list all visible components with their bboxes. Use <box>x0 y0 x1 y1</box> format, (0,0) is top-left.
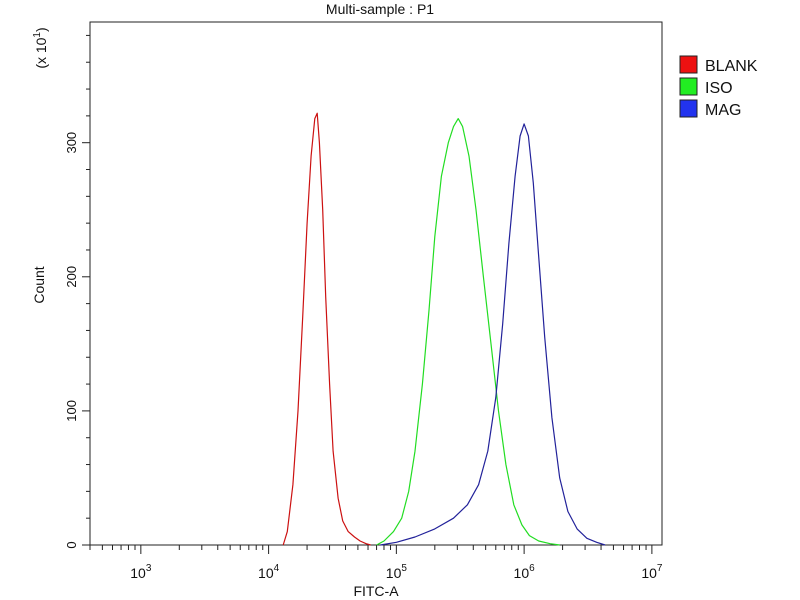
series-line-mag <box>380 123 606 546</box>
x-axis: 103 104 105 106 107 <box>89 545 663 581</box>
y-axis: 0 100 200 300 <box>64 34 90 549</box>
svg-text:(x 101): (x 101) <box>32 27 49 68</box>
legend-swatch-blank <box>679 55 698 74</box>
y-tick-label: 300 <box>64 132 79 154</box>
series-line-iso <box>376 118 560 546</box>
y-tick-label: 200 <box>64 266 79 288</box>
legend: BLANK ISO MAG <box>679 55 758 119</box>
chart-title: Multi-sample : P1 <box>326 1 434 17</box>
legend-swatch-mag <box>679 99 698 118</box>
y-multiplier-exponent: 1 <box>32 32 43 38</box>
x-tick-label: 105 <box>386 563 408 581</box>
legend-swatch-iso <box>679 77 698 96</box>
x-tick-label: 104 <box>258 563 280 581</box>
legend-label-blank: BLANK <box>705 58 758 75</box>
legend-label-iso: ISO <box>705 80 733 97</box>
y-multiplier-prefix: (x 10 <box>33 37 49 68</box>
x-axis-label: FITC-A <box>353 583 399 599</box>
y-tick-label: 100 <box>64 400 79 422</box>
x-tick-label: 107 <box>641 563 663 581</box>
legend-label-mag: MAG <box>705 102 741 119</box>
y-multiplier: (x 101) <box>32 27 49 68</box>
series-lines <box>282 112 606 546</box>
y-multiplier-suffix: ) <box>33 27 49 32</box>
y-axis-label: Count <box>31 266 47 303</box>
series-line-blank <box>282 112 371 546</box>
y-tick-label: 0 <box>64 541 79 548</box>
x-tick-label: 106 <box>514 563 536 581</box>
plot-frame <box>89 21 663 546</box>
x-tick-label: 103 <box>130 563 152 581</box>
